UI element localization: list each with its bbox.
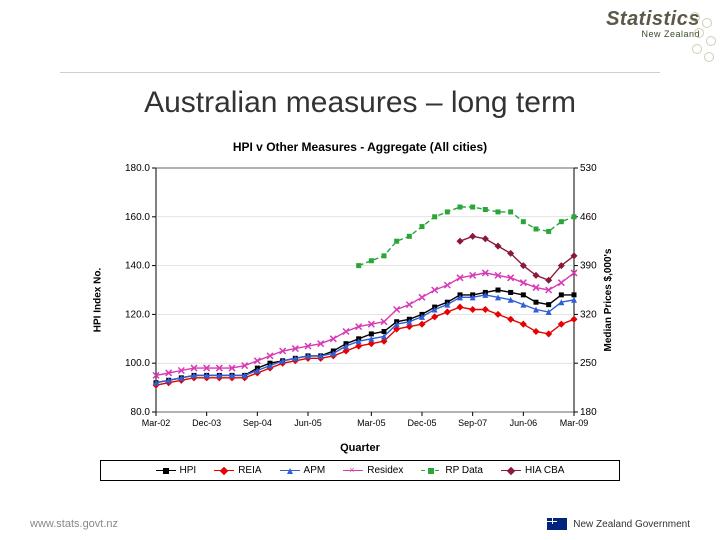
svg-text:250: 250 xyxy=(580,358,597,369)
decorative-circles xyxy=(684,8,720,68)
legend-item-reia: REIA xyxy=(214,465,261,476)
x-axis-label: Quarter xyxy=(100,442,620,454)
nz-flag-icon xyxy=(547,518,567,530)
svg-text:100.0: 100.0 xyxy=(125,358,150,369)
svg-text:Dec-05: Dec-05 xyxy=(407,418,436,428)
chart-container: HPI v Other Measures - Aggregate (All ci… xyxy=(100,140,620,481)
y-axis-right-label: Median Prices $,000's xyxy=(603,249,614,352)
svg-text:320: 320 xyxy=(580,309,597,320)
legend-item-hia: HIA CBA xyxy=(501,465,564,476)
chart-area: HPI Index No. Median Prices $,000's 80.0… xyxy=(100,160,620,440)
legend-label: APM xyxy=(304,465,326,476)
legend-item-hpi: HPI xyxy=(156,465,197,476)
legend-label: HIA CBA xyxy=(525,465,564,476)
legend-label: RP Data xyxy=(445,465,483,476)
legend-label: Residex xyxy=(367,465,403,476)
footer-right-text: New Zealand Government xyxy=(573,519,690,530)
page-title: Australian measures – long term xyxy=(0,86,720,120)
legend: HPI REIA APM × Residex RP Data HIA CBA xyxy=(100,460,620,481)
y-axis-left-label: HPI Index No. xyxy=(93,268,104,332)
legend-label: HPI xyxy=(180,465,197,476)
svg-text:180: 180 xyxy=(580,407,597,418)
legend-item-rpdata: RP Data xyxy=(421,465,483,476)
svg-text:Mar-05: Mar-05 xyxy=(357,418,386,428)
svg-text:Mar-02: Mar-02 xyxy=(142,418,171,428)
legend-item-apm: APM xyxy=(280,465,326,476)
svg-text:460: 460 xyxy=(580,212,597,223)
svg-text:180.0: 180.0 xyxy=(125,163,150,174)
chart-svg: 80.0 100.0 120.0 140.0 160.0 180.0 180 250 320 39… xyxy=(100,160,620,440)
chart-title: HPI v Other Measures - Aggregate (All ci… xyxy=(100,140,620,154)
footer: www.stats.govt.nz New Zealand Government xyxy=(30,518,690,530)
svg-text:530: 530 xyxy=(580,163,597,174)
legend-label: REIA xyxy=(238,465,261,476)
svg-text:80.0: 80.0 xyxy=(131,407,151,418)
svg-text:Jun-05: Jun-05 xyxy=(294,418,322,428)
footer-url: www.stats.govt.nz xyxy=(30,518,118,530)
svg-text:140.0: 140.0 xyxy=(125,261,150,272)
svg-text:390: 390 xyxy=(580,261,597,272)
svg-text:Sep-04: Sep-04 xyxy=(243,418,272,428)
legend-item-residex: × Residex xyxy=(343,465,403,476)
svg-text:120.0: 120.0 xyxy=(125,309,150,320)
svg-text:Mar-09: Mar-09 xyxy=(560,418,589,428)
svg-text:Jun-06: Jun-06 xyxy=(510,418,538,428)
slide: Statistics New Zealand Australian measur… xyxy=(0,0,720,540)
svg-text:160.0: 160.0 xyxy=(125,212,150,223)
svg-text:Dec-03: Dec-03 xyxy=(192,418,221,428)
svg-text:Sep-07: Sep-07 xyxy=(458,418,487,428)
header-rule xyxy=(60,72,660,73)
footer-right: New Zealand Government xyxy=(547,518,690,530)
